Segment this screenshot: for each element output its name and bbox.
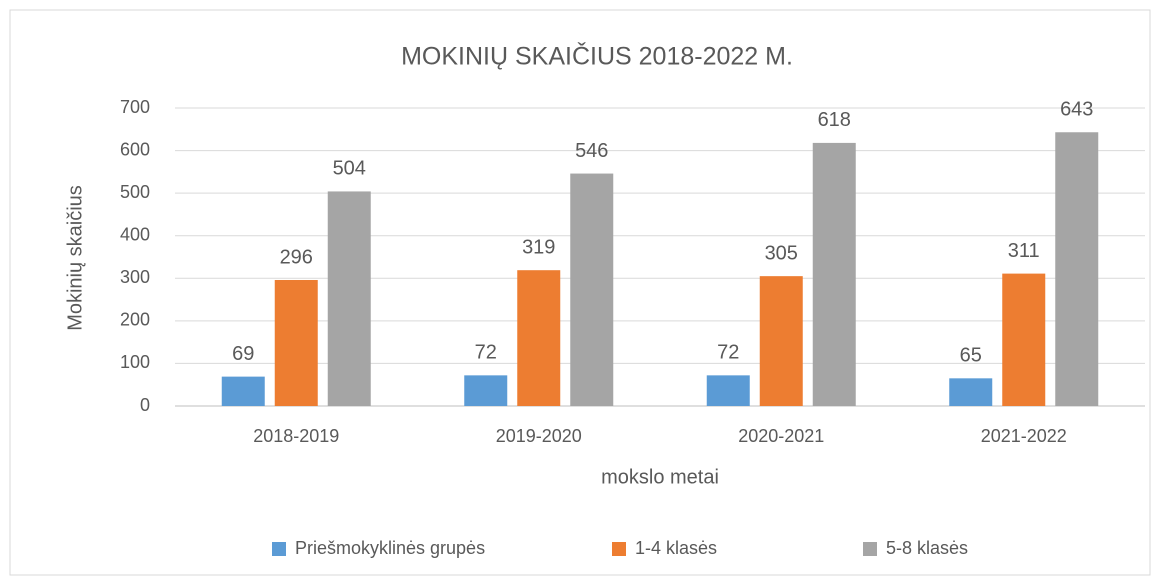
bar: [1055, 132, 1099, 406]
bar: [706, 375, 750, 406]
legend-swatch: [272, 542, 286, 556]
legend-swatch: [863, 542, 877, 556]
legend-label: 5-8 klasės: [886, 538, 968, 558]
x-axis-label: mokslo metai: [601, 466, 719, 488]
y-tick-label: 0: [140, 395, 150, 415]
bar: [327, 191, 371, 406]
bar: [517, 270, 561, 406]
y-tick-label: 700: [120, 97, 150, 117]
y-tick-label: 100: [120, 352, 150, 372]
bar: [570, 173, 614, 406]
data-label: 305: [765, 242, 798, 264]
legend-label: Priešmokyklinės grupės: [295, 538, 485, 558]
data-label: 618: [818, 109, 851, 131]
data-label: 72: [475, 342, 497, 364]
y-tick-label: 500: [120, 182, 150, 202]
data-label: 296: [280, 246, 313, 268]
x-tick-label: 2021-2022: [981, 426, 1067, 446]
data-label: 72: [717, 342, 739, 364]
data-label: 69: [232, 343, 254, 365]
y-tick-label: 300: [120, 267, 150, 287]
data-label: 319: [522, 236, 555, 258]
x-tick-label: 2020-2021: [738, 426, 824, 446]
bar: [221, 376, 265, 406]
y-tick-label: 600: [120, 139, 150, 159]
bar: [464, 375, 508, 406]
bar: [1002, 273, 1046, 406]
bar: [274, 279, 318, 406]
y-tick-label: 400: [120, 224, 150, 244]
x-tick-label: 2018-2019: [253, 426, 339, 446]
bar: [949, 378, 993, 406]
legend-label: 1-4 klasės: [635, 538, 717, 558]
bar: [812, 142, 856, 406]
data-label: 643: [1060, 99, 1093, 121]
data-label: 504: [333, 158, 366, 180]
bar: [759, 276, 803, 406]
chart-title: MOKINIŲ SKAIČIUS 2018-2022 M.: [401, 42, 793, 71]
y-tick-label: 200: [120, 310, 150, 330]
y-axis-label: Mokinių skaičius: [64, 185, 86, 331]
data-label: 65: [960, 345, 982, 367]
legend-swatch: [612, 542, 626, 556]
data-label: 311: [1008, 240, 1040, 262]
data-label: 546: [575, 140, 608, 162]
x-tick-label: 2019-2020: [496, 426, 582, 446]
